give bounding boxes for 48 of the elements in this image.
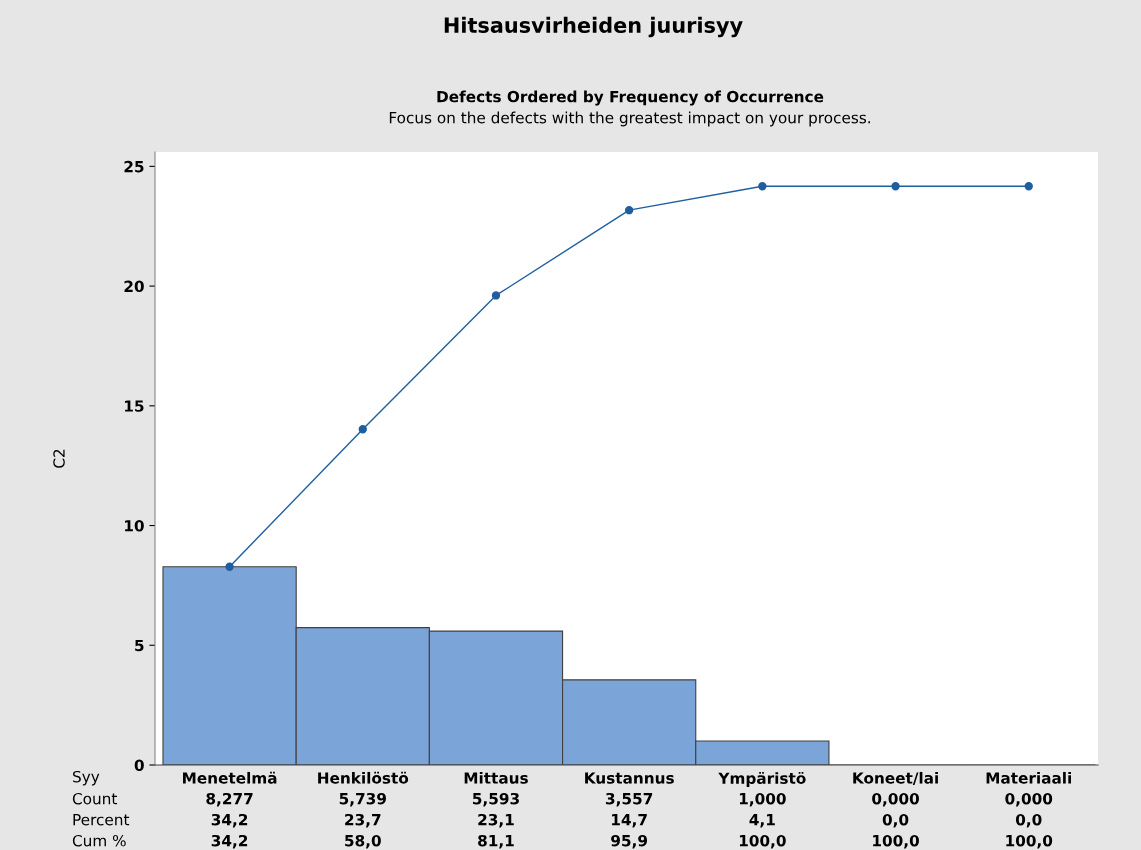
- text: 0,0: [1015, 813, 1042, 828]
- data-label: 3,557: [606, 792, 653, 807]
- text: 0,0: [882, 813, 909, 828]
- text: 81,1: [478, 834, 514, 849]
- point: [624, 206, 634, 215]
- x-tick-label: Koneet/lai: [853, 771, 938, 785]
- text: 23,1: [478, 813, 514, 828]
- chart-title: Hitsausvirheiden juurisyy: [444, 16, 743, 38]
- x-tick-label: Ympäristö: [718, 771, 806, 787]
- data-label: 8,277: [206, 792, 253, 807]
- chart-subtitle: Defects Ordered by Frequency of Occurrence Focus on the defects with the greatest impact on your process.: [389, 90, 870, 127]
- x-tick-label: Materiaali: [986, 771, 1071, 784]
- text: 14,7: [612, 814, 647, 828]
- y-axis-title: C2: [53, 449, 65, 468]
- point: [358, 425, 367, 434]
- text: 100,0: [1006, 834, 1053, 849]
- data-label: 5,593: [472, 792, 519, 807]
- x-tick-label: Kustannus: [585, 772, 674, 784]
- text: 34,2: [211, 834, 248, 849]
- text: 95,9: [611, 834, 648, 849]
- text: 34,2: [211, 813, 248, 828]
- text: Cum %: [72, 834, 126, 847]
- x-tick-label: Menetelmä: [183, 771, 277, 784]
- data-label: 0,000: [1005, 792, 1053, 807]
- y-tick-label: 5: [135, 639, 144, 652]
- data-label: 1,000: [739, 792, 786, 807]
- text: Syy: [73, 770, 100, 786]
- y-tick-label: 10: [125, 520, 144, 532]
- text: Count: [72, 792, 117, 805]
- x-tick-label: Mittaus: [464, 771, 528, 784]
- text: 4,1: [749, 814, 775, 828]
- text: 100,0: [739, 834, 786, 849]
- data-label: 0,000: [872, 792, 919, 807]
- x-tick-label: Henkilöstö: [318, 771, 409, 784]
- y-tick-label: 20: [124, 280, 144, 293]
- data-label: 5,739: [339, 792, 386, 807]
- point: [225, 562, 234, 571]
- point: [491, 291, 501, 300]
- text: 23,7: [345, 813, 381, 828]
- point: [891, 182, 900, 191]
- y-tick-label: 25: [124, 160, 144, 173]
- text: Percent: [73, 814, 130, 826]
- point: [1024, 182, 1033, 191]
- y-tick-label: 0: [134, 759, 144, 772]
- text: 100,0: [873, 834, 919, 849]
- y-tick-label: 15: [125, 400, 144, 412]
- text: 58,0: [345, 834, 381, 849]
- point: [758, 182, 767, 191]
